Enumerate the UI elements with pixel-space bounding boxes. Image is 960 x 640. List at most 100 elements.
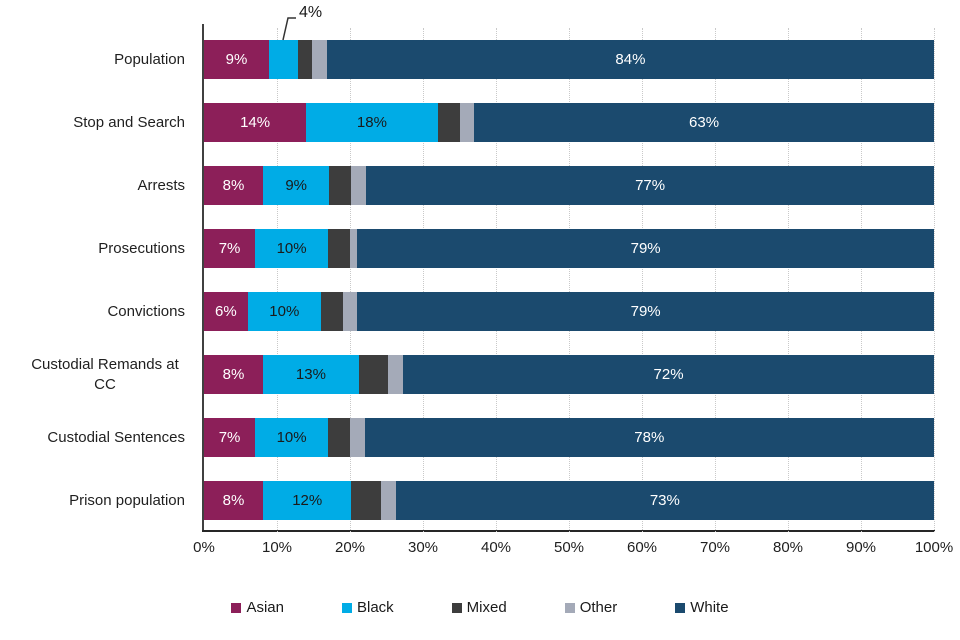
segment-value-label: 10%: [276, 429, 307, 446]
segment-asian: 9%: [204, 40, 270, 79]
gridline: [496, 28, 497, 532]
x-tick-label: 30%: [407, 539, 439, 556]
gridline: [277, 28, 278, 532]
segment-value-label: 79%: [630, 240, 661, 257]
segment-asian: 6%: [204, 292, 248, 331]
category-label: Convictions: [107, 302, 185, 320]
bar-row: 8% 13% 72%: [204, 355, 934, 394]
segment-value-label: 9%: [225, 51, 248, 68]
x-axis-line: [202, 530, 935, 532]
segment-black: 12%: [262, 481, 352, 520]
x-tick-label: 50%: [553, 539, 585, 556]
segment-value-label: 63%: [689, 114, 720, 131]
legend-swatch-icon: [451, 602, 462, 613]
segment-white: 78%: [364, 418, 934, 457]
x-tick-label: 10%: [261, 539, 293, 556]
segment-other: [312, 40, 327, 79]
legend-item-white: White: [675, 600, 729, 615]
segment-other: [351, 166, 367, 205]
segment-asian: 14%: [204, 103, 307, 142]
gridline: [642, 28, 643, 532]
segment-black: [269, 40, 298, 79]
bar-row: 6% 10% 79%: [204, 292, 934, 331]
segment-value-label: 8%: [222, 492, 245, 509]
segment-value-label: 12%: [292, 492, 323, 509]
segment-white: 72%: [403, 355, 934, 394]
bar-row: 8% 12% 73%: [204, 481, 934, 520]
segment-black: 9%: [262, 166, 330, 205]
segment-mixed: [437, 103, 460, 142]
bar-row: 9% 84%: [204, 40, 934, 79]
segment-asian: 8%: [204, 166, 263, 205]
x-tick-label: 40%: [480, 539, 512, 556]
gridline: [715, 28, 716, 532]
legend: Asian Black Mixed Other White: [0, 600, 960, 615]
category-label-slot: Custodial Remands at CC: [0, 343, 194, 406]
segment-value-label: 84%: [615, 51, 646, 68]
legend-label: Asian: [246, 599, 284, 616]
legend-item-black: Black: [341, 599, 394, 616]
category-label: Stop and Search: [73, 113, 185, 131]
segment-value-label: 10%: [269, 303, 300, 320]
segment-other: [350, 418, 365, 457]
x-tick-label: 20%: [334, 539, 366, 556]
category-label: Prosecutions: [98, 239, 185, 257]
gridline: [788, 28, 789, 532]
category-label-slot: Stop and Search: [0, 91, 194, 154]
plot-area: 9% 84% 14% 18% 63% 8% 9% 77% 7% 10% 79% 6% 10% 79% 8% 1…: [204, 28, 935, 532]
segment-value-label: 6%: [215, 303, 237, 320]
segment-other: [342, 292, 358, 331]
segment-white: 79%: [357, 292, 934, 331]
segment-value-label: 10%: [276, 240, 307, 257]
segment-mixed: [297, 40, 313, 79]
callout-label: 4%: [299, 4, 323, 21]
y-axis-line: [202, 24, 204, 532]
segment-value-label: 78%: [634, 429, 665, 446]
bar-row: 8% 9% 77%: [204, 166, 934, 205]
bar-row: 14% 18% 63%: [204, 103, 935, 142]
segment-black: 10%: [247, 292, 321, 331]
legend-label: Black: [356, 599, 394, 616]
x-tick-label: 0%: [193, 539, 215, 556]
category-label: Custodial Remands at CC: [31, 356, 179, 393]
segment-value-label: 79%: [630, 303, 661, 320]
segment-asian: 8%: [204, 355, 263, 394]
category-label-slot: Population: [0, 28, 194, 91]
segment-value-label: 77%: [635, 177, 666, 194]
x-tick-label: 60%: [626, 539, 658, 556]
segment-asian: 7%: [204, 418, 256, 457]
segment-mixed: [328, 229, 350, 268]
gridline: [569, 28, 570, 532]
segment-mixed: [351, 481, 381, 520]
segment-value-label: 18%: [356, 114, 387, 131]
legend-swatch-icon: [564, 602, 575, 613]
legend-swatch-icon: [341, 602, 352, 613]
segment-value-label: 14%: [240, 114, 271, 131]
segment-value-label: 13%: [295, 366, 326, 383]
x-tick-label: 100%: [914, 539, 954, 556]
legend-swatch-icon: [675, 602, 686, 613]
legend-label: Other: [579, 599, 618, 616]
category-labels: Population Stop and Search Arrests Prosecut…: [0, 28, 194, 532]
gridline: [861, 28, 862, 532]
segment-asian: 7%: [204, 229, 256, 268]
category-label: Population: [114, 50, 185, 68]
category-label: Custodial Sentences: [47, 428, 185, 446]
gridline: [934, 28, 935, 532]
segment-value-label: 8%: [222, 366, 245, 383]
category-label-slot: Custodial Sentences: [0, 406, 194, 469]
segment-black: 10%: [255, 229, 329, 268]
callout-leader-line: [282, 17, 296, 41]
segment-mixed: [329, 166, 352, 205]
segment-value-label: 9%: [285, 177, 307, 194]
segment-white: 73%: [395, 481, 934, 520]
segment-other: [459, 103, 475, 142]
segment-other: [350, 229, 358, 268]
category-label-slot: Prison population: [0, 469, 194, 532]
category-label-slot: Prosecutions: [0, 217, 194, 280]
segment-black: 13%: [262, 355, 359, 394]
segment-black: 18%: [306, 103, 438, 142]
category-label: Arrests: [137, 176, 185, 194]
segment-black: 10%: [255, 418, 329, 457]
